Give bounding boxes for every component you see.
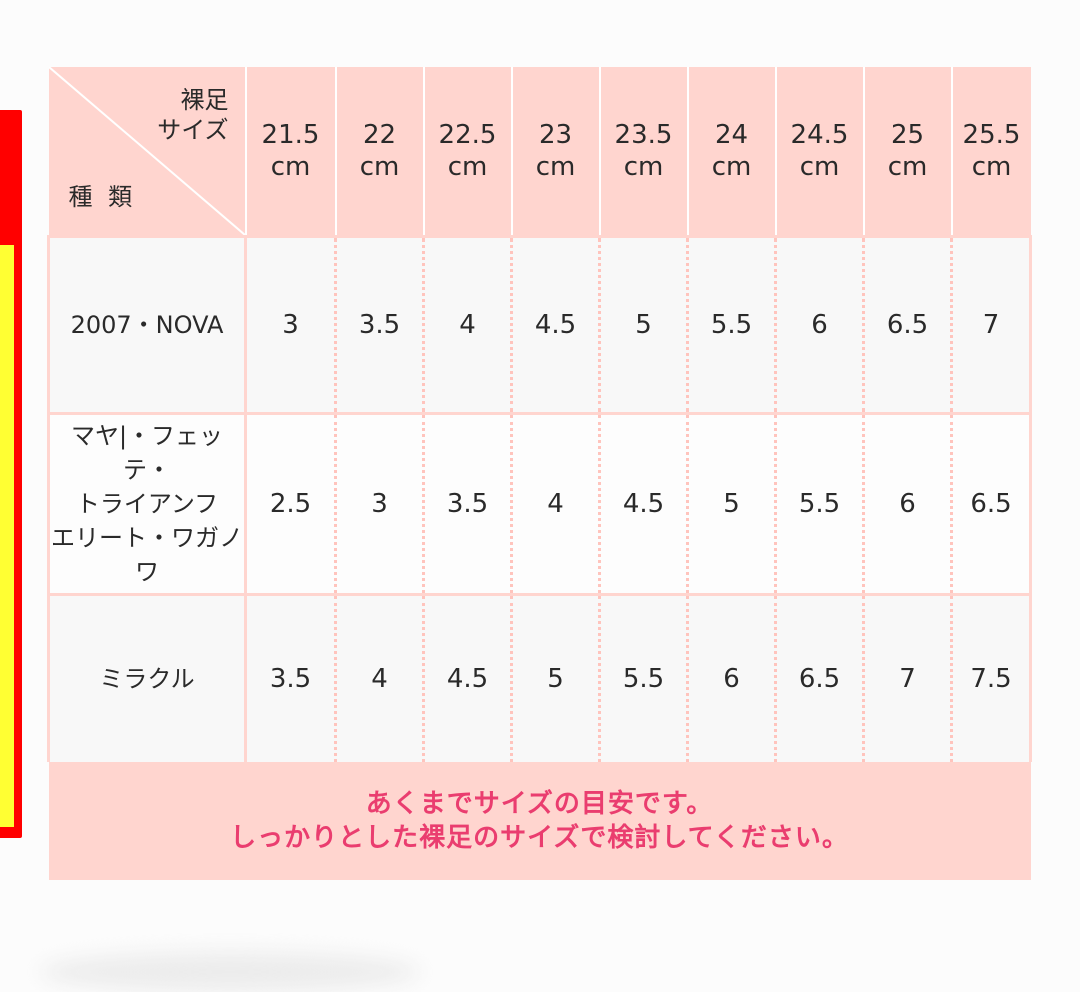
table-cell: 5	[511, 593, 601, 762]
corner-header-cell: 裸足 サイズ 種 類	[48, 67, 247, 237]
size-column-header: 24.5 cm	[775, 67, 865, 237]
table-cell: 4	[335, 593, 425, 762]
table-cell: 3.5	[245, 593, 337, 762]
corner-diagonal-line	[48, 67, 245, 235]
size-column-header: 24 cm	[687, 67, 777, 237]
table-cell: 3.5	[335, 235, 425, 414]
table-cell: 4.5	[599, 412, 689, 595]
table-cell: 4.5	[511, 235, 601, 414]
table-cell: 2.5	[245, 412, 337, 595]
table-cell: 5	[687, 412, 777, 595]
table-cell: 4	[423, 235, 513, 414]
size-column-header: 25 cm	[863, 67, 953, 237]
table-cell: 7	[863, 593, 953, 762]
size-chart-table: 裸足 サイズ 種 類 21.5 cm 22 cm 22.5 cm 23 cm 23.5 c…	[47, 67, 1032, 880]
row-type-name: マヤ|・フェッテ・ トライアンフ エリート・ワガノワ	[47, 412, 247, 595]
table-cell: 6	[863, 412, 953, 595]
table-cell: 3.5	[423, 412, 513, 595]
table-cell: 6	[775, 235, 865, 414]
size-guide-note: あくまでサイズの目安です。 しっかりとした裸足のサイズで検討してください。	[48, 762, 1031, 880]
header-row: 裸足 サイズ 種 類 21.5 cm 22 cm 22.5 cm 23 cm 23.5 c…	[48, 67, 1031, 237]
type-label: 種 類	[68, 183, 137, 211]
table-cell: 5.5	[775, 412, 865, 595]
table-cell: 5	[599, 235, 689, 414]
table-cell: 6	[687, 593, 777, 762]
bottom-shadow	[40, 952, 420, 992]
row-type-name: 2007・NOVA	[47, 235, 247, 414]
barefoot-size-label: 裸足 サイズ	[157, 86, 229, 144]
table-cell: 4.5	[423, 593, 513, 762]
table-cell: 6.5	[775, 593, 865, 762]
table-cell: 3	[245, 235, 337, 414]
left-panel-inner	[0, 245, 14, 827]
table-cell: 7.5	[951, 593, 1032, 762]
table-row: ミラクル 3.5 4 4.5 5 5.5 6 6.5 7 7.5	[47, 593, 1032, 762]
table-cell: 4	[511, 412, 601, 595]
size-column-header: 22 cm	[335, 67, 425, 237]
table-cell: 6.5	[863, 235, 953, 414]
table-cell: 3	[335, 412, 425, 595]
size-column-header: 23.5 cm	[599, 67, 689, 237]
table-cell: 5.5	[687, 235, 777, 414]
table-cell: 7	[951, 235, 1032, 414]
table-row: 2007・NOVA 3 3.5 4 4.5 5 5.5 6 6.5 7	[47, 235, 1032, 414]
size-column-header: 21.5 cm	[245, 67, 337, 237]
size-column-header: 22.5 cm	[423, 67, 513, 237]
left-panel-banner	[0, 110, 22, 838]
row-type-name: ミラクル	[47, 593, 247, 762]
table-cell: 6.5	[951, 412, 1032, 595]
table-cell: 5.5	[599, 593, 689, 762]
size-column-header: 23 cm	[511, 67, 601, 237]
table-row: マヤ|・フェッテ・ トライアンフ エリート・ワガノワ 2.5 3 3.5 4 4…	[47, 412, 1032, 595]
size-column-header: 25.5 cm	[951, 67, 1031, 237]
note-row: あくまでサイズの目安です。 しっかりとした裸足のサイズで検討してください。	[48, 762, 1031, 880]
